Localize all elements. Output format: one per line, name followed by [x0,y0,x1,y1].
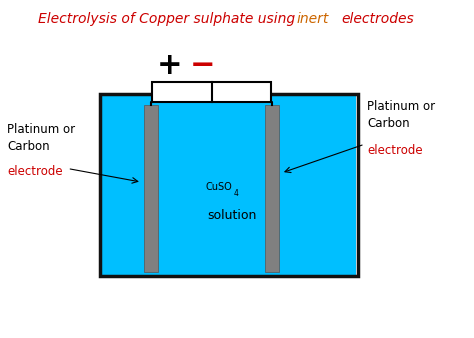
Bar [153,82,272,101]
Text: electrode: electrode [7,165,63,178]
Text: solution: solution [208,209,257,222]
Text: Platinum or
Carbon: Platinum or Carbon [367,100,435,130]
Text: 4: 4 [234,189,238,198]
Text: electrodes: electrodes [341,11,414,26]
Text: CuSO: CuSO [206,182,232,192]
Text: electrode: electrode [367,144,423,157]
Text: +: + [157,51,182,79]
Text: Electrolysis of Copper sulphate using: Electrolysis of Copper sulphate using [38,11,295,26]
Bar [101,95,356,275]
Bar [100,94,358,276]
Text: −: − [190,51,215,79]
Bar [144,104,158,272]
Bar [265,104,279,272]
Text: Platinum or
Carbon: Platinum or Carbon [7,123,75,153]
Text: inert: inert [296,11,328,26]
